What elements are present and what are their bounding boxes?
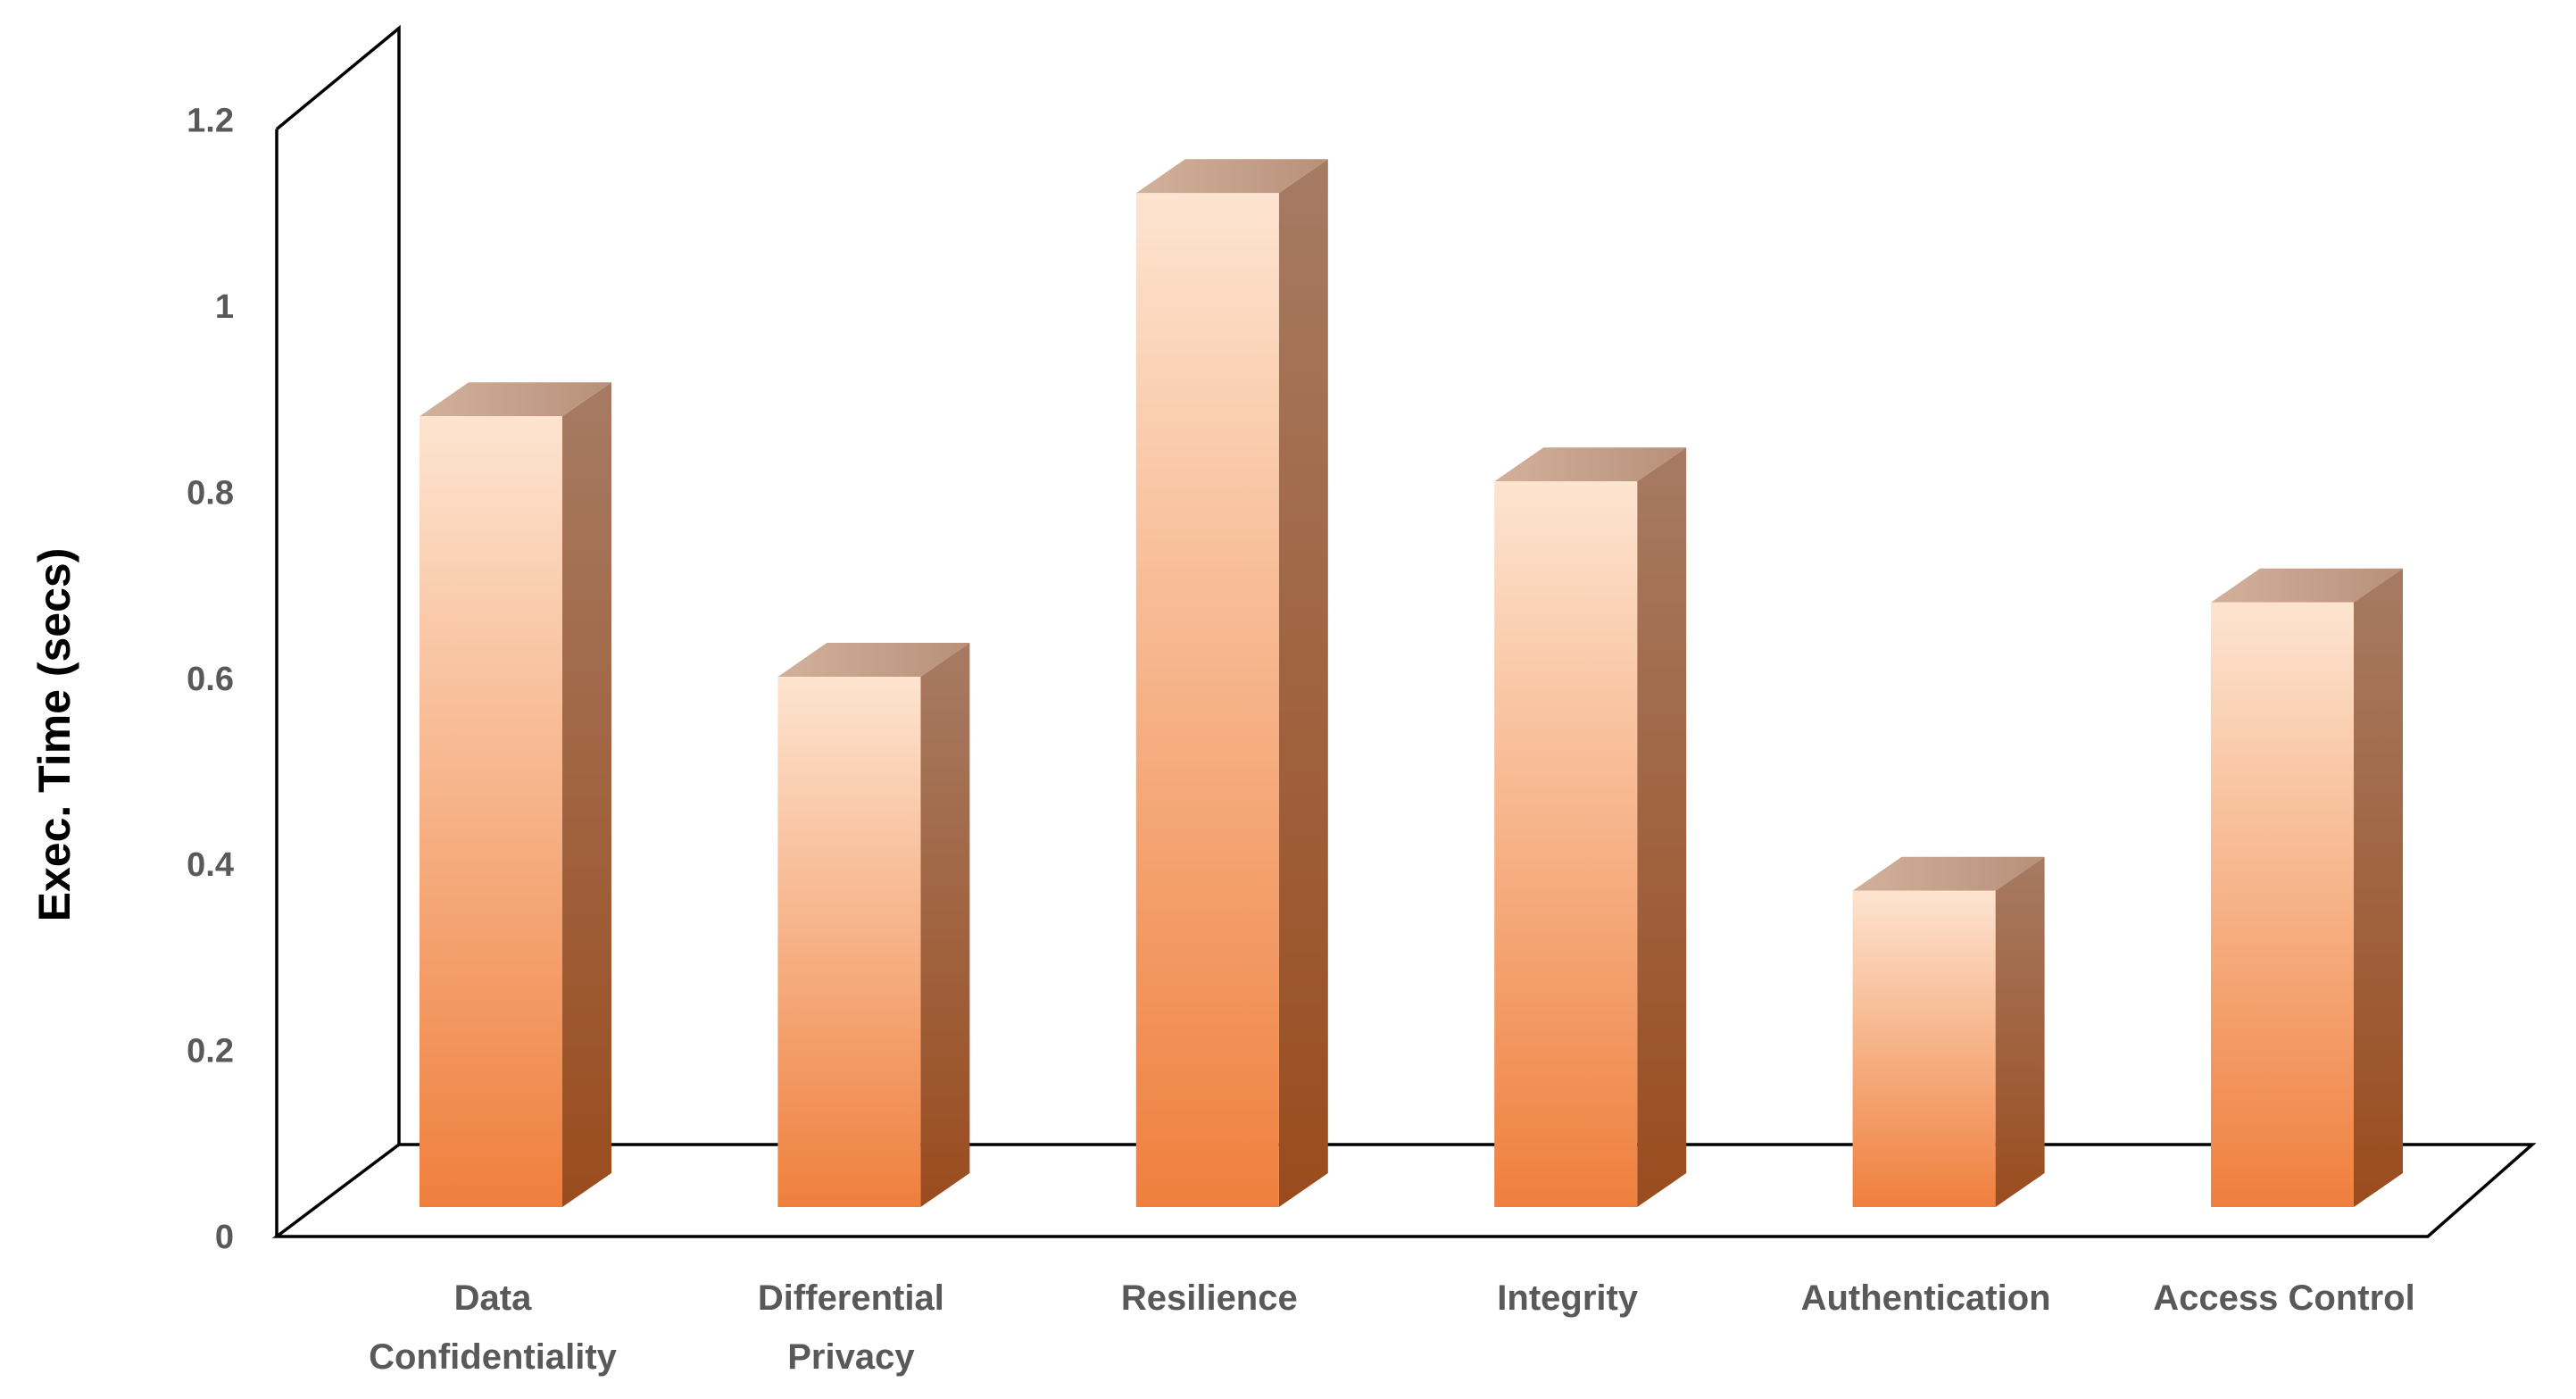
- x-tick-label-line: Integrity: [1497, 1278, 1639, 1318]
- bar-top-face: [1852, 856, 2045, 891]
- y-tick-label: 0.2: [187, 1033, 234, 1070]
- bar-side-face: [1278, 159, 1328, 1208]
- x-tick-label: Resilience: [1121, 1278, 1298, 1318]
- x-tick-label-line: Differential: [758, 1278, 944, 1318]
- bar-top-face: [1494, 447, 1687, 482]
- y-tick-label: 1.2: [187, 103, 234, 140]
- bar-front-face: [1494, 481, 1638, 1207]
- bar-top-face: [777, 643, 970, 678]
- bar-top-face: [2211, 568, 2403, 603]
- y-tick-label: 0: [215, 1219, 234, 1256]
- bar-top-face: [420, 382, 611, 417]
- x-axis-category-labels: Data Confidentiality Differential Privacy Re…: [369, 1278, 2415, 1377]
- bar: [777, 643, 970, 1207]
- bars-group: [420, 159, 2403, 1208]
- y-tick-label: 0.6: [187, 661, 234, 698]
- bar: [2211, 568, 2403, 1207]
- x-tick-label: Integrity: [1497, 1278, 1639, 1318]
- axis-frame: [271, 24, 2537, 1238]
- bar-top-face: [1135, 159, 1328, 194]
- x-tick-label-line: Access Control: [2153, 1278, 2414, 1318]
- x-tick-label-line: Resilience: [1121, 1278, 1298, 1318]
- bar-side-face: [2354, 568, 2403, 1207]
- y-tick-label: 1: [215, 288, 234, 326]
- x-tick-label-line: Authentication: [1801, 1278, 2051, 1318]
- x-tick-label: Access Control: [2153, 1278, 2414, 1318]
- x-tick-label: Authentication: [1801, 1278, 2051, 1318]
- back-wall-edge: [275, 24, 401, 1145]
- x-tick-label: Differential Privacy: [758, 1278, 944, 1377]
- y-tick-label: 0.8: [187, 474, 234, 512]
- x-tick-label-line: Confidentiality: [369, 1337, 618, 1377]
- bar-front-face: [1852, 890, 1996, 1207]
- bar: [1852, 856, 2045, 1207]
- bar: [1494, 447, 1687, 1207]
- bar-front-face: [777, 677, 921, 1207]
- bar-side-face: [920, 643, 970, 1207]
- bar-side-face: [1995, 856, 2045, 1207]
- floor-plane: [271, 1143, 2537, 1238]
- x-tick-label-line: Data: [454, 1278, 532, 1318]
- bar-side-face: [562, 382, 611, 1207]
- bar-front-face: [420, 416, 562, 1207]
- y-axis-ticks: 0 0.2 0.4 0.6 0.8 1 1.2: [187, 103, 234, 1256]
- bar: [1135, 159, 1328, 1208]
- bar-side-face: [1637, 447, 1687, 1207]
- bar-front-face: [2211, 602, 2354, 1207]
- y-tick-label: 0.4: [187, 846, 234, 884]
- x-tick-label-line: Privacy: [787, 1337, 915, 1377]
- y-axis-title: Exec. Time (secs): [29, 548, 79, 922]
- bar: [420, 382, 611, 1207]
- x-tick-label: Data Confidentiality: [369, 1278, 618, 1377]
- bar-front-face: [1135, 193, 1279, 1208]
